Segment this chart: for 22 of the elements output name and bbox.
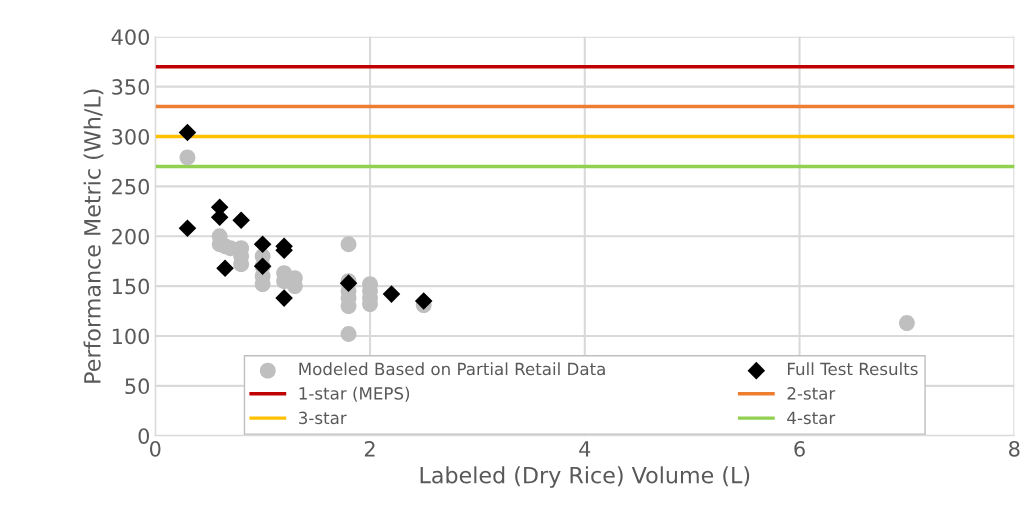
y-axis-title: Performance Metric (Wh/L) xyxy=(83,89,104,383)
y-tick-label: 300 xyxy=(112,128,149,145)
y-tick-label: 350 xyxy=(112,79,149,95)
y-tick-label: 400 xyxy=(111,29,149,45)
legend-label: Modeled Based on Partial Retail Data xyxy=(299,362,605,376)
x-tick-label: 4 xyxy=(579,441,591,457)
legend-label: 3-star xyxy=(299,411,347,425)
x-tick-label: 2 xyxy=(364,440,375,457)
legend-label: 2-star xyxy=(787,387,836,400)
x-axis-title: Labeled (Dry Rice) Volume (L) xyxy=(420,466,750,488)
y-tick-label: 50 xyxy=(125,378,150,395)
x-tick-label: 8 xyxy=(1009,440,1020,457)
legend-label: Full Test Results xyxy=(787,362,918,376)
x-tick-label: 6 xyxy=(794,440,805,457)
y-tick-label: 200 xyxy=(112,228,149,245)
y-tick-label: 150 xyxy=(112,278,149,295)
legend-label: 1-star (MEPS) xyxy=(299,386,410,402)
x-tick-label: 0 xyxy=(150,440,161,457)
y-tick-label: 0 xyxy=(138,428,150,444)
y-tick-label: 100 xyxy=(112,328,149,345)
legend-label: 4-star xyxy=(787,411,836,425)
y-tick-label: 250 xyxy=(112,178,149,195)
